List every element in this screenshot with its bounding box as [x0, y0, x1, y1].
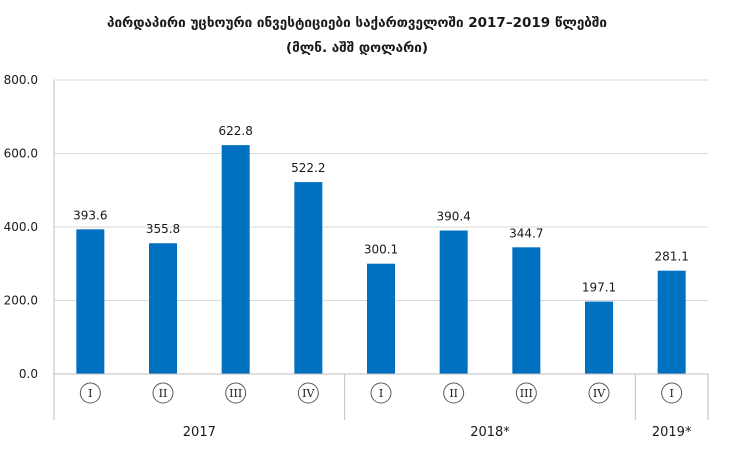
- data-label: 390.4: [436, 210, 470, 224]
- data-label: 355.8: [146, 222, 180, 236]
- x-tick-label: IV: [593, 387, 606, 400]
- y-tick-label: 400.0: [4, 220, 38, 234]
- x-tick-label: II: [159, 387, 168, 400]
- x-tick-label: I: [88, 387, 92, 400]
- x-tick-label: I: [669, 387, 673, 400]
- y-axis: 0.0 200.0 400.0 600.0 800.0: [4, 73, 55, 381]
- quarter-marker: [297, 382, 319, 404]
- x-tick-label: III: [229, 387, 242, 400]
- x-tick-label: III: [520, 387, 533, 400]
- y-tick-label: 600.0: [4, 147, 38, 161]
- bar: [294, 182, 323, 374]
- quarter-marker: [443, 382, 465, 404]
- x-tick-label: II: [449, 387, 458, 400]
- quarter-marker: [225, 382, 247, 404]
- bar: [367, 263, 395, 374]
- year-label: 2019*: [652, 425, 692, 440]
- quarter-marker: [515, 382, 537, 404]
- bars: 393.6 355.8 622.8 522.2 300.1 390.4 344.7 197.1…: [73, 124, 689, 374]
- year-label: 2018*: [470, 425, 510, 440]
- data-label: 197.1: [582, 281, 616, 295]
- bar: [439, 230, 468, 374]
- y-tick-label: 0.0: [19, 367, 38, 381]
- quarter-marker: [152, 382, 174, 404]
- bar: [657, 270, 686, 374]
- bar: [512, 247, 541, 374]
- y-tick-label: 800.0: [4, 73, 38, 87]
- bar: [149, 243, 177, 374]
- quarter-marker: [370, 382, 392, 404]
- bar: [221, 145, 250, 374]
- data-label: 344.7: [509, 226, 543, 240]
- chart-title: პირდაპირი უცხოური ინვესტიციები საქართველ…: [107, 15, 607, 31]
- quarter-marker: [588, 382, 610, 404]
- quarter-marker: [661, 382, 683, 404]
- data-label: 393.6: [73, 208, 107, 222]
- data-label: 522.2: [291, 161, 325, 175]
- data-label: 300.1: [364, 243, 398, 257]
- y-tick-label: 200.0: [4, 294, 38, 308]
- x-tick-label: I: [379, 387, 383, 400]
- data-label: 281.1: [654, 250, 688, 264]
- x-tick-label: IV: [302, 387, 315, 400]
- quarter-marker: [79, 382, 101, 404]
- data-label: 622.8: [218, 124, 252, 138]
- bar: [76, 229, 105, 374]
- year-label: 2017: [183, 425, 216, 440]
- chart-subtitle: (მლნ. აშშ დოლარი): [286, 40, 428, 56]
- bar: [585, 301, 613, 374]
